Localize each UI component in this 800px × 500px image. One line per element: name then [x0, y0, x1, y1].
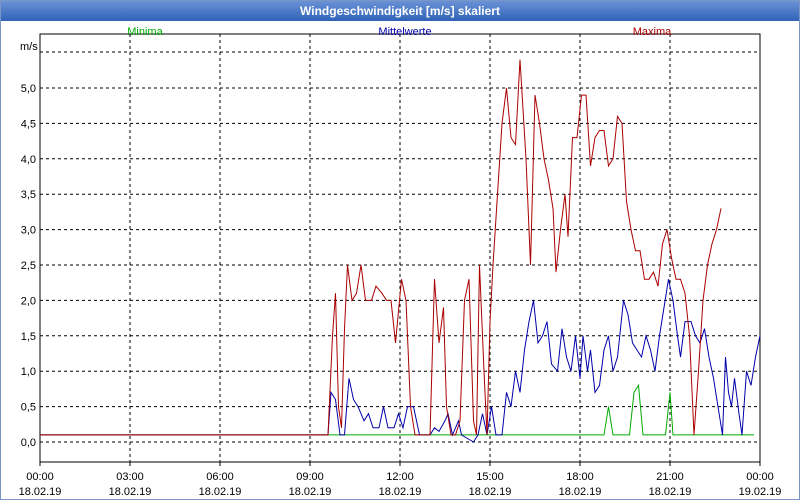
x-tick-date: 18.02.19 [379, 486, 422, 498]
x-tick-time: 03:00 [116, 471, 144, 483]
x-tick-date: 18.02.19 [289, 486, 332, 498]
y-tick-label: 4,5 [21, 118, 36, 130]
y-tick-label: 1,5 [21, 331, 36, 343]
x-tick-time: 00:00 [746, 471, 774, 483]
series-line-mittelwerte [40, 279, 761, 443]
y-tick-label: 3,0 [21, 225, 36, 237]
y-tick-label: 4,0 [21, 154, 36, 166]
x-tick-time: 09:00 [296, 471, 324, 483]
legend: Minima Mittelwerte Maxima [127, 26, 672, 38]
series-lines [40, 59, 761, 443]
x-tick-date: 18.02.19 [19, 486, 62, 498]
legend-entry-mittelwerte: Mittelwerte [378, 26, 431, 38]
legend-entry-minima: Minima [127, 26, 163, 38]
x-tick-date: 18.02.19 [199, 486, 242, 498]
grid-lines [40, 34, 760, 462]
series-line-maxima [40, 59, 722, 436]
x-tick-date: 18.02.19 [649, 486, 692, 498]
chart-title: Windgeschwindigkeit [m/s] skaliert [1, 1, 799, 21]
x-tick-time: 00:00 [26, 471, 54, 483]
x-tick-date: 18.02.19 [109, 486, 152, 498]
axes: 0,0 0,5 1,0 1,5 2,0 2,5 3,0 3,5 4,0 4,5 5,0 00:00 18… [19, 33, 782, 498]
y-tick-label: 0,0 [21, 437, 36, 449]
y-tick-label: 2,0 [21, 295, 36, 307]
x-tick-time: 21:00 [656, 471, 684, 483]
x-tick-time: 12:00 [386, 471, 414, 483]
y-tick-label: 3,5 [21, 189, 36, 201]
x-tick-date: 18.02.19 [469, 486, 512, 498]
y-tick-label: 0,5 [21, 402, 36, 414]
y-tick-label: 5,0 [21, 83, 36, 95]
legend-entry-maxima: Maxima [633, 26, 672, 38]
y-tick-label: 2,5 [21, 260, 36, 272]
x-tick-date: 18.02.19 [559, 486, 602, 498]
series-line-minima [40, 383, 754, 436]
x-tick-date: 19.02.19 [739, 486, 782, 498]
x-tick-time: 06:00 [206, 471, 234, 483]
y-axis-label: m/s [20, 41, 38, 53]
x-tick-time: 18:00 [566, 471, 594, 483]
plot-area-border [39, 33, 761, 463]
y-tick-label: 1,0 [21, 366, 36, 378]
x-tick-time: 15:00 [476, 471, 504, 483]
